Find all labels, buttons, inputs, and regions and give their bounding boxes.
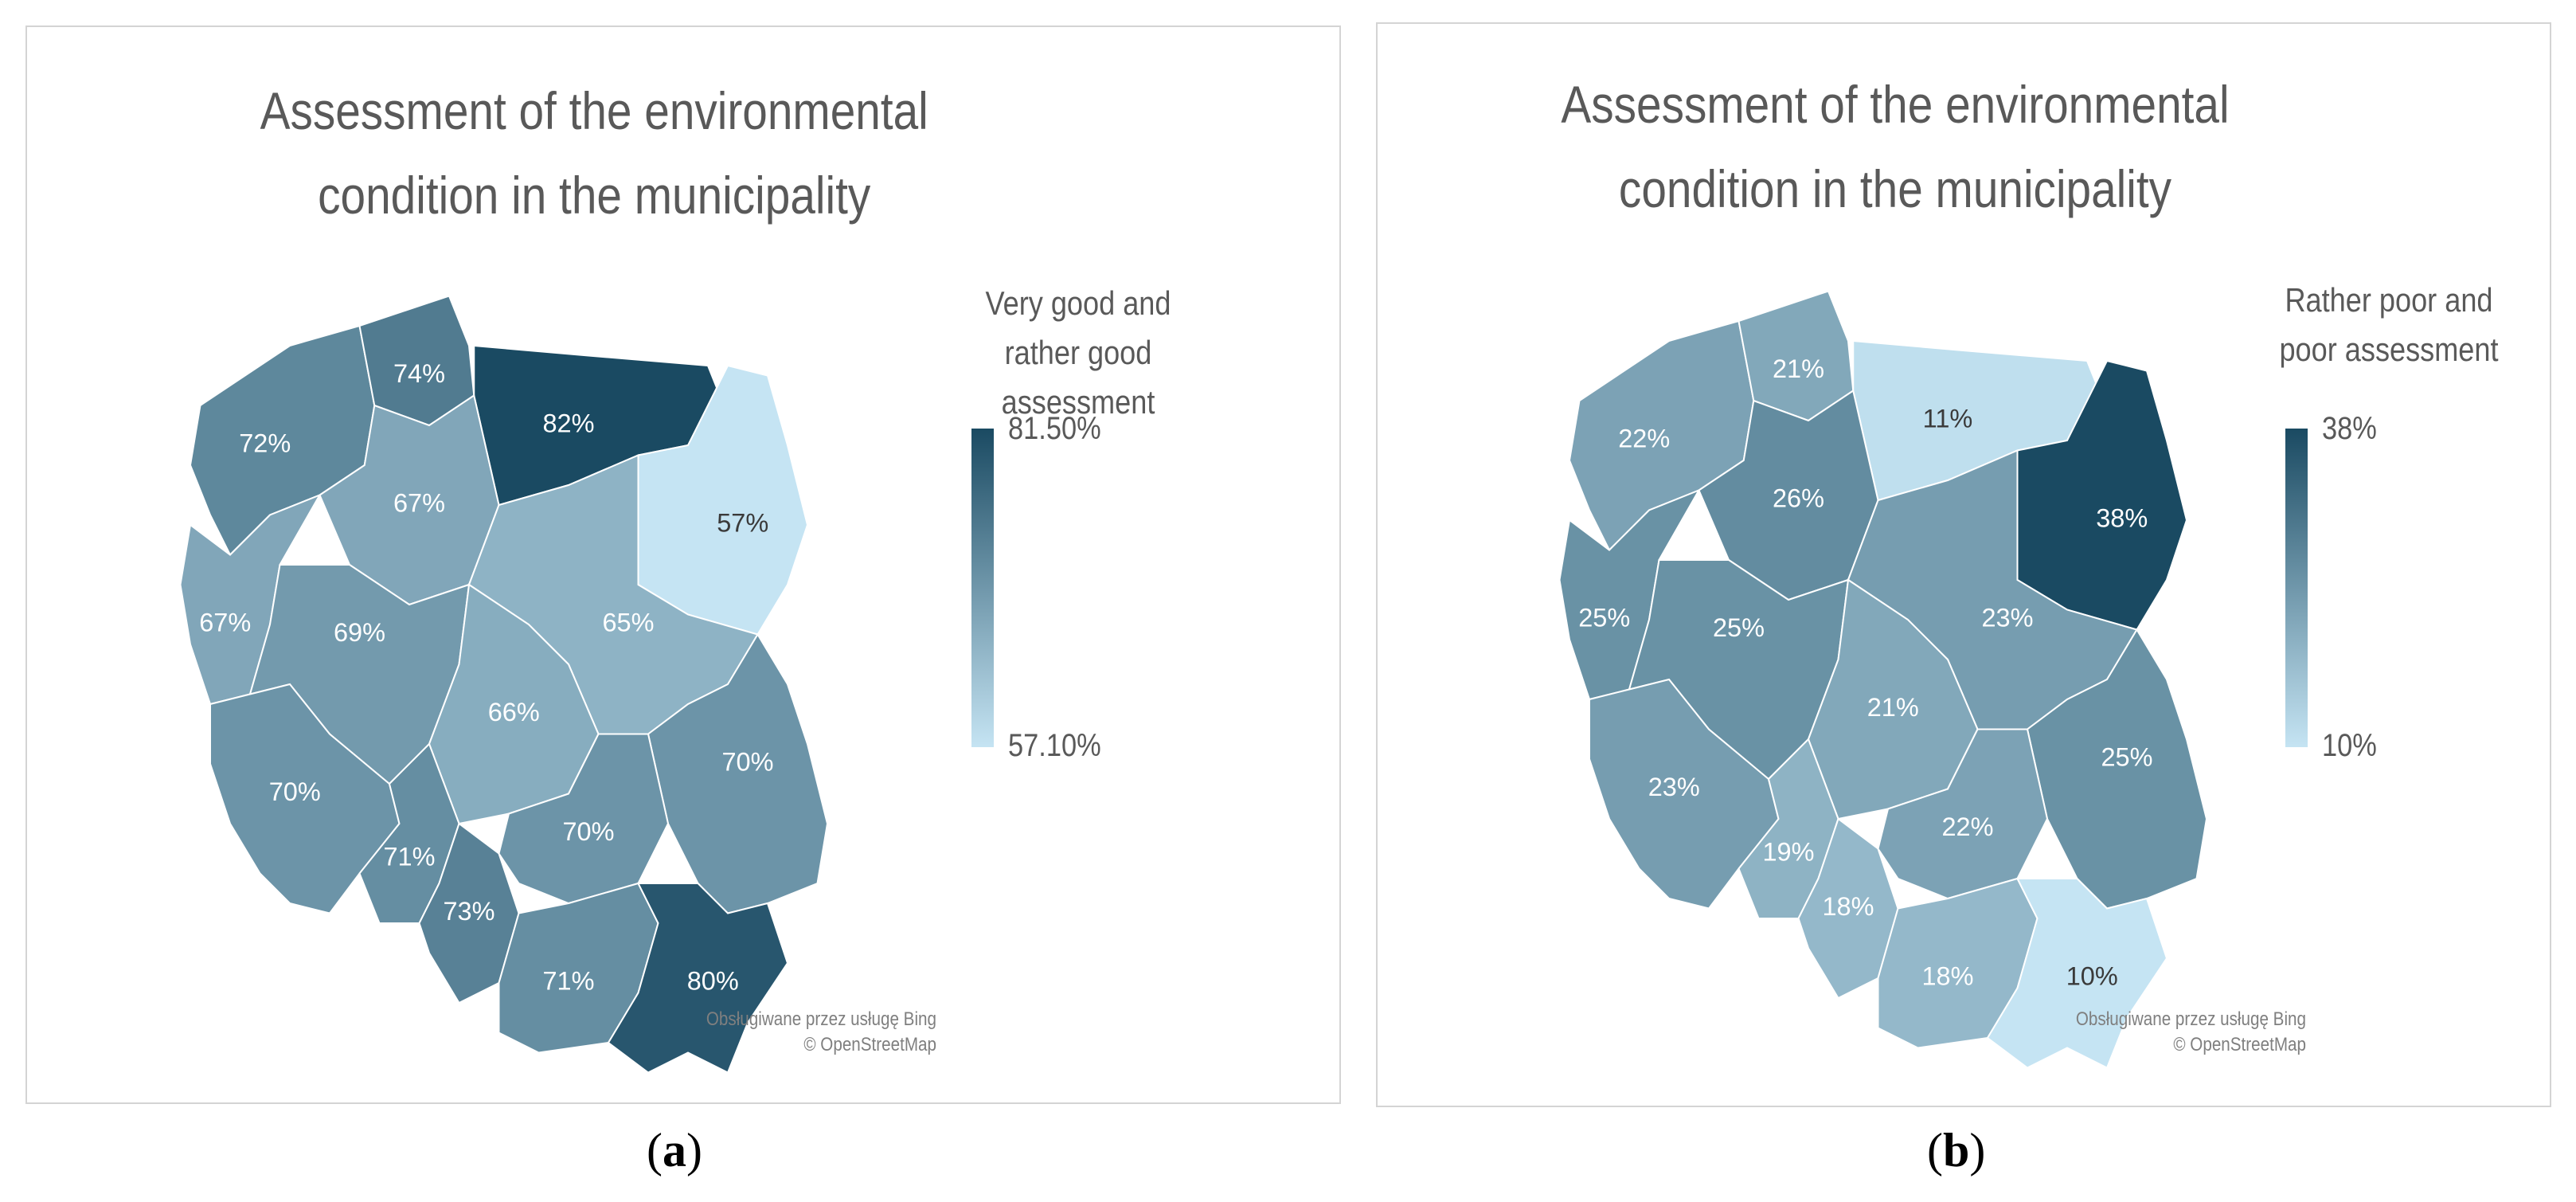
region-label-podlaskie: 57%	[717, 509, 768, 538]
attribution-bing: Obsługiwane przez usługę Bing	[2075, 1008, 2306, 1030]
region-label-lubuskie: 67%	[199, 609, 251, 637]
region-label-lodzkie: 21%	[1867, 693, 1919, 722]
map-attribution: Obsługiwane przez usługę Bing © OpenStre…	[2032, 1007, 2306, 1058]
legend-min-value: 57.10%	[1008, 728, 1101, 763]
map-panel-b: Assessment of the environmental conditio…	[1376, 22, 2551, 1107]
region-slaskie	[418, 822, 520, 1004]
region-label-malopolskie: 71%	[542, 967, 594, 996]
region-label-swietokrzyskie: 22%	[1941, 812, 1993, 841]
region-label-lubelskie: 25%	[2101, 743, 2152, 772]
region-swietokrzyskie	[1877, 728, 2049, 900]
legend-max-value: 81.50%	[1008, 411, 1101, 446]
choropleth-map-a: 72% 74% 82% 57% 67% 67% 69% 65% 66% 70% 70% 71% 73% 7…	[179, 295, 829, 1074]
region-label-slaskie: 73%	[443, 897, 494, 926]
region-label-warminsko-mazurskie: 11%	[1923, 405, 1973, 433]
region-label-kujawsko-pomorskie: 67%	[393, 489, 445, 518]
choropleth-map-b: 22% 21% 11% 38% 26% 25% 25% 23% 21% 23% 25% 19% 18% 2…	[1558, 290, 2208, 1069]
region-label-opolskie: 71%	[383, 842, 435, 871]
region-label-slaskie: 18%	[1822, 892, 1874, 921]
attribution-osm: © OpenStreetMap	[2173, 1034, 2306, 1055]
region-label-dolnoslaskie: 23%	[1648, 773, 1700, 801]
map-title: Assessment of the environmental conditio…	[260, 81, 928, 225]
legend-max-value: 38%	[2322, 411, 2377, 446]
region-label-wielkopolskie: 69%	[334, 618, 385, 647]
regions-group: 72% 74% 82% 57% 67% 67% 69% 65% 66% 70% 70% 71% 73% 7…	[179, 295, 829, 1074]
legend-color-scale	[971, 429, 994, 747]
attribution-bing: Obsługiwane przez usługę Bing	[706, 1008, 936, 1030]
region-label-zachodniopomorskie: 22%	[1618, 425, 1670, 453]
legend-title: Very good and rather good assessment	[985, 284, 1171, 421]
region-label-swietokrzyskie: 70%	[562, 817, 614, 846]
region-label-lubuskie: 25%	[1578, 604, 1630, 632]
region-label-podkarpackie: 80%	[687, 967, 739, 996]
region-label-lubelskie: 70%	[721, 748, 773, 777]
region-label-malopolskie: 18%	[1921, 962, 1973, 991]
region-swietokrzyskie	[498, 733, 670, 905]
region-podkarpackie	[607, 883, 789, 1074]
attribution-osm: © OpenStreetMap	[803, 1034, 936, 1055]
region-label-podkarpackie: 10%	[2066, 962, 2118, 991]
map-attribution: Obsługiwane przez usługę Bing © OpenStre…	[663, 1007, 936, 1058]
region-label-wielkopolskie: 25%	[1713, 613, 1765, 642]
region-label-mazowieckie: 65%	[602, 609, 654, 637]
panel-caption-b: (b)	[1927, 1124, 1986, 1177]
legend-min-value: 10%	[2322, 728, 2377, 763]
region-label-podlaskie: 38%	[2096, 504, 2148, 533]
map-title: Assessment of the environmental conditio…	[1561, 75, 2230, 218]
region-label-warminsko-mazurskie: 82%	[542, 409, 594, 438]
region-podkarpackie	[1986, 878, 2168, 1069]
region-label-pomorskie: 74%	[393, 359, 445, 388]
region-label-opolskie: 19%	[1762, 837, 1814, 866]
region-slaskie	[1797, 817, 1899, 1000]
region-label-zachodniopomorskie: 72%	[239, 429, 291, 458]
map-panel-a: Assessment of the environmental conditio…	[25, 25, 1341, 1104]
region-label-mazowieckie: 23%	[1981, 604, 2033, 632]
region-label-kujawsko-pomorskie: 26%	[1773, 484, 1824, 513]
legend-title: Rather poor and poor assessment	[2279, 281, 2499, 368]
regions-group: 22% 21% 11% 38% 26% 25% 25% 23% 21% 23% 25% 19% 18% 2…	[1558, 290, 2208, 1069]
panel-caption-a: (a)	[647, 1124, 702, 1177]
region-label-dolnoslaskie: 70%	[269, 777, 321, 806]
legend-color-scale	[2285, 429, 2308, 747]
region-label-lodzkie: 66%	[488, 698, 540, 726]
region-label-pomorskie: 21%	[1773, 354, 1824, 383]
